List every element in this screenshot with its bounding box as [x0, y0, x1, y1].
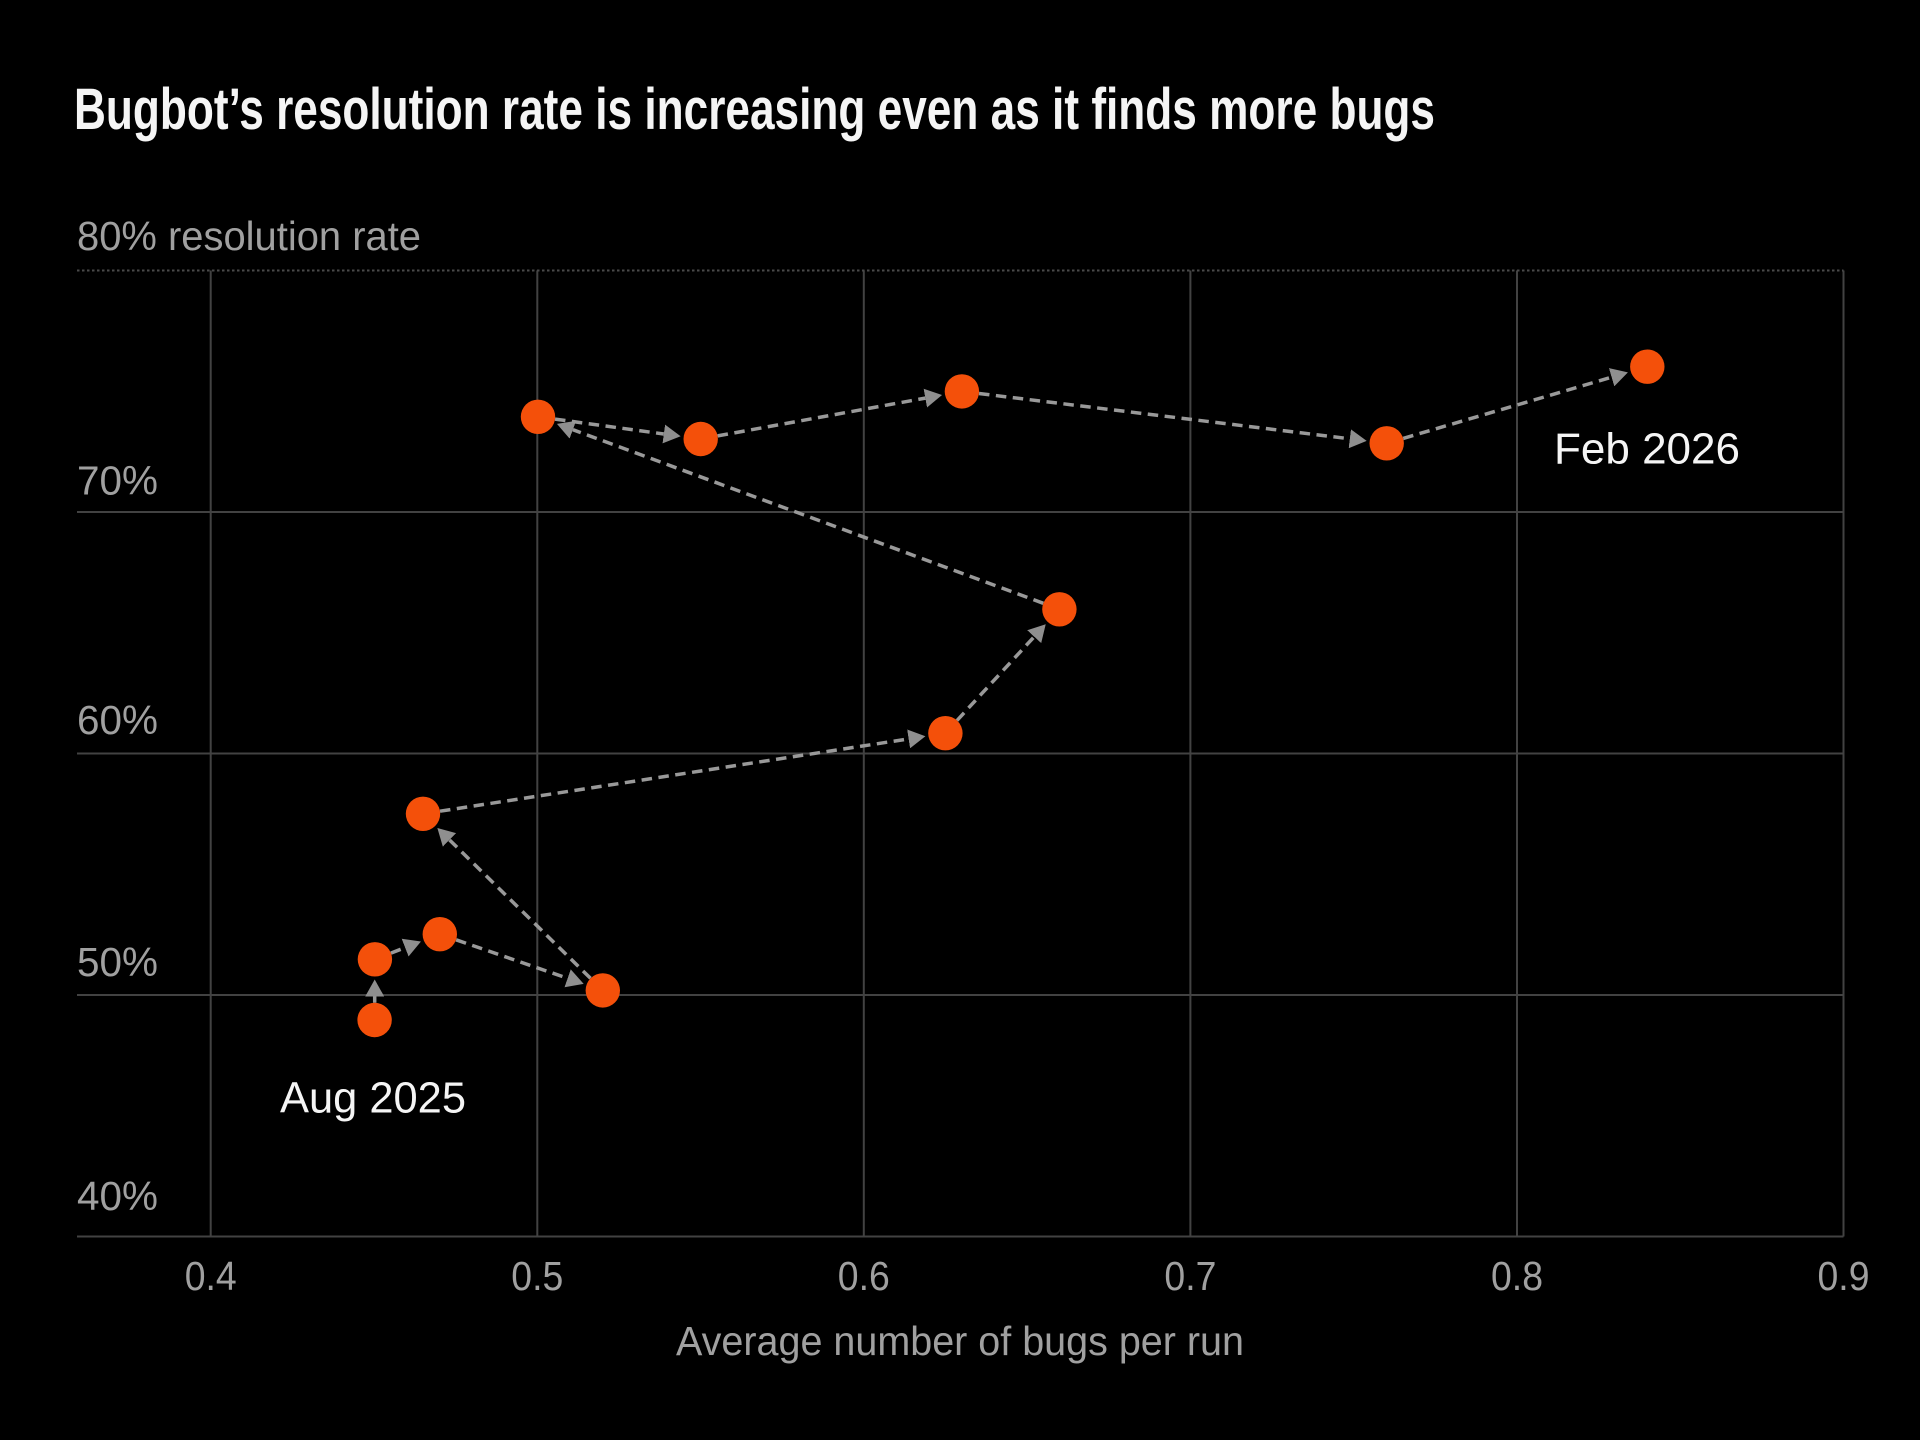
svg-text:0.8: 0.8 — [1491, 1253, 1543, 1299]
svg-text:0.4: 0.4 — [185, 1253, 237, 1299]
svg-text:Bugbot’s resolution rate is in: Bugbot’s resolution rate is increasing e… — [74, 77, 1435, 142]
svg-text:Feb 2026: Feb 2026 — [1554, 424, 1740, 473]
svg-text:Aug 2025: Aug 2025 — [280, 1074, 466, 1123]
svg-text:0.7: 0.7 — [1164, 1253, 1216, 1299]
svg-text:Average number of bugs per run: Average number of bugs per run — [676, 1318, 1244, 1364]
svg-text:80% resolution rate: 80% resolution rate — [77, 213, 421, 259]
svg-text:50%: 50% — [77, 939, 158, 985]
svg-text:0.9: 0.9 — [1818, 1253, 1870, 1299]
svg-text:40%: 40% — [77, 1173, 158, 1219]
svg-text:0.6: 0.6 — [838, 1253, 890, 1299]
svg-text:60%: 60% — [77, 697, 158, 743]
svg-text:0.5: 0.5 — [511, 1253, 563, 1299]
svg-text:70%: 70% — [77, 458, 158, 504]
